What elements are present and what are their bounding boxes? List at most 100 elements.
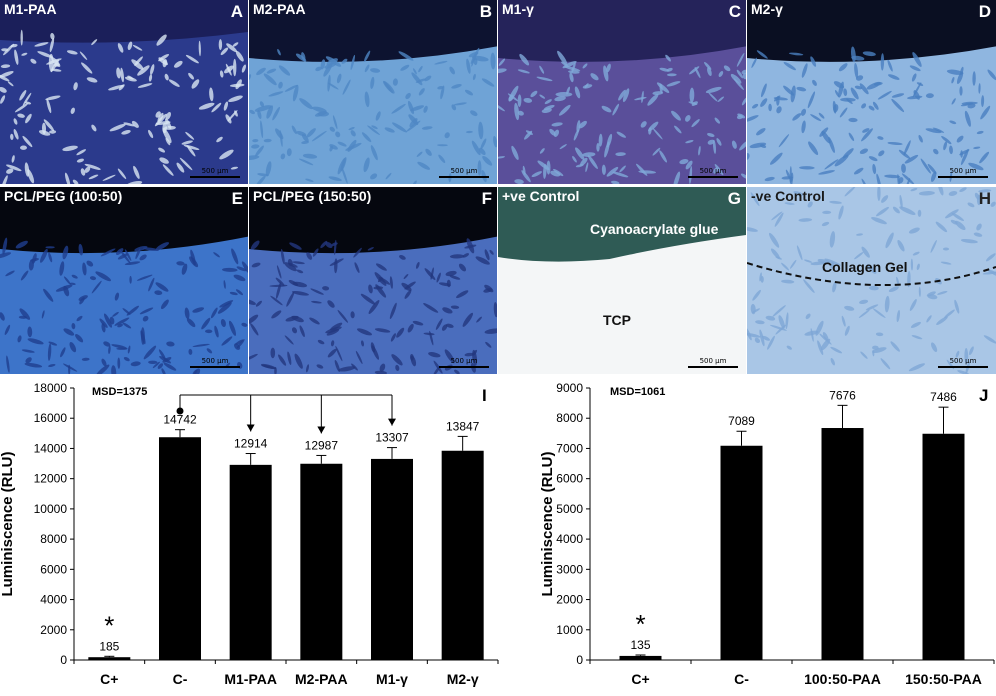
cell bbox=[859, 83, 869, 95]
cell bbox=[869, 285, 879, 291]
cell bbox=[311, 130, 327, 142]
cell bbox=[433, 366, 440, 374]
cell bbox=[462, 312, 473, 327]
cell bbox=[221, 336, 233, 346]
cell bbox=[596, 142, 600, 152]
cell bbox=[844, 187, 856, 197]
cell bbox=[578, 120, 587, 129]
cell bbox=[821, 221, 830, 227]
cell bbox=[723, 65, 731, 72]
cell bbox=[25, 113, 32, 124]
cell bbox=[951, 213, 964, 221]
cell bbox=[714, 117, 721, 124]
panel-letter: B bbox=[479, 2, 492, 21]
cell bbox=[424, 75, 432, 82]
chart-j: 0 1000 2000 3000 4000 5000 6000 7000 8000 9000 Lum… bbox=[498, 376, 996, 691]
cell bbox=[59, 261, 65, 276]
cell bbox=[364, 64, 370, 73]
cell bbox=[968, 346, 974, 356]
cell bbox=[987, 69, 996, 81]
cell bbox=[162, 164, 174, 176]
cell bbox=[872, 345, 879, 350]
cell bbox=[792, 113, 802, 121]
cell bbox=[148, 74, 153, 82]
value-label: 135 bbox=[630, 638, 650, 652]
cell bbox=[6, 355, 10, 373]
cell bbox=[4, 324, 11, 336]
cell bbox=[155, 282, 169, 292]
cell bbox=[88, 174, 99, 180]
micrograph-texture bbox=[747, 187, 996, 374]
cell bbox=[13, 129, 19, 140]
cell bbox=[407, 323, 414, 333]
cell bbox=[73, 82, 78, 91]
cell bbox=[168, 79, 180, 87]
y-axis-label: Luminiscence (RLU) bbox=[0, 451, 16, 596]
cell bbox=[351, 363, 358, 371]
cell bbox=[86, 260, 94, 267]
cell bbox=[148, 360, 158, 365]
cell bbox=[371, 345, 380, 360]
y-tick-label: 16000 bbox=[34, 411, 68, 425]
cell bbox=[236, 339, 245, 349]
cell bbox=[131, 120, 139, 128]
cell bbox=[562, 61, 577, 69]
cell bbox=[786, 345, 792, 350]
cell bbox=[327, 348, 337, 358]
cell bbox=[824, 258, 841, 266]
cell bbox=[885, 232, 894, 249]
cell bbox=[399, 255, 406, 260]
cell bbox=[796, 86, 807, 92]
cell bbox=[155, 111, 161, 118]
cell bbox=[859, 148, 869, 155]
cell bbox=[930, 342, 938, 353]
scale-bar-label: 500 µm bbox=[201, 357, 229, 365]
bar bbox=[821, 428, 864, 660]
cell bbox=[750, 192, 760, 207]
cell bbox=[489, 249, 494, 255]
cell bbox=[937, 290, 948, 295]
cell bbox=[400, 64, 410, 71]
cell bbox=[856, 233, 863, 236]
cell bbox=[62, 245, 69, 260]
cell bbox=[43, 288, 54, 302]
cell bbox=[498, 156, 506, 159]
cell bbox=[0, 74, 10, 82]
cell bbox=[114, 292, 120, 301]
cell bbox=[49, 37, 55, 53]
cell bbox=[769, 324, 787, 331]
cell bbox=[165, 112, 172, 120]
cell bbox=[783, 62, 796, 71]
cell bbox=[927, 294, 938, 300]
cell bbox=[949, 120, 957, 125]
cell bbox=[445, 270, 457, 277]
cell bbox=[69, 341, 77, 353]
cell bbox=[249, 353, 258, 362]
cell bbox=[908, 227, 920, 234]
scale-bar: 500 µm bbox=[190, 166, 240, 178]
cell bbox=[736, 69, 744, 79]
cell bbox=[716, 138, 722, 146]
cell bbox=[705, 86, 722, 94]
category-label: 100:50-PAA bbox=[804, 671, 881, 687]
cell bbox=[217, 302, 232, 314]
cell bbox=[978, 189, 992, 193]
cell bbox=[554, 96, 566, 102]
cell bbox=[5, 270, 15, 277]
cell bbox=[277, 48, 281, 56]
cell bbox=[587, 155, 598, 170]
cell bbox=[559, 144, 567, 150]
cell bbox=[936, 316, 948, 325]
cell bbox=[148, 277, 155, 292]
cell bbox=[265, 161, 272, 177]
cell bbox=[478, 121, 484, 140]
cell bbox=[45, 246, 55, 249]
cell bbox=[707, 139, 715, 145]
cell bbox=[822, 210, 832, 215]
cell bbox=[1, 175, 8, 184]
cell bbox=[374, 370, 387, 374]
cell bbox=[752, 289, 761, 301]
y-tick-label: 9000 bbox=[556, 381, 583, 395]
micrograph-panel-h: -ve Control H 500 µm Collagen Gel bbox=[747, 187, 996, 374]
cell bbox=[897, 239, 905, 252]
